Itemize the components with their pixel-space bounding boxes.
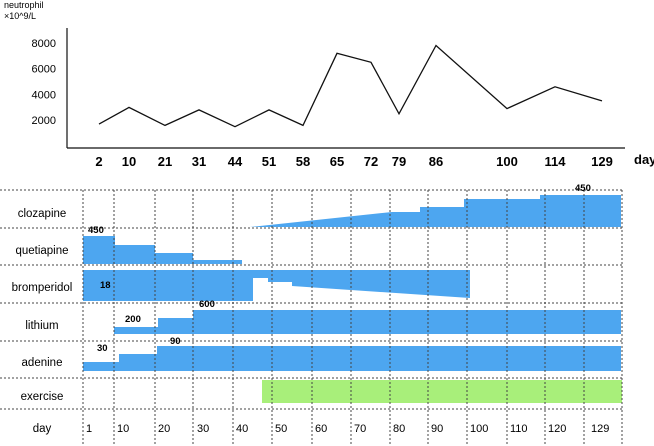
day-tick-label: 110 xyxy=(510,423,528,435)
clozapine-bar xyxy=(392,212,420,227)
day-tick-label: 1 xyxy=(86,423,92,435)
bromperidol-bar xyxy=(83,270,253,301)
exercise-bar xyxy=(262,380,622,403)
dose-label-lithium: 200 xyxy=(125,314,141,325)
lithium-bar xyxy=(158,318,193,334)
x-tick-label: 58 xyxy=(296,154,310,169)
series-line-neutrophil xyxy=(98,44,603,128)
x-tick-label: 129 xyxy=(591,154,613,169)
day-tick-label: 129 xyxy=(591,423,609,435)
bromperidol-bar xyxy=(253,270,268,278)
y-tick-label: 2000 xyxy=(32,115,56,127)
clozapine-bar xyxy=(464,199,540,227)
y-tick-label: 8000 xyxy=(32,38,56,50)
x-axis-label: day xyxy=(634,152,654,167)
day-row-label: day xyxy=(33,423,52,435)
x-tick-label: 79 xyxy=(392,154,406,169)
dose-label-adenine: 30 xyxy=(97,343,108,354)
row-label-quetiapine: quetiapine xyxy=(15,245,68,257)
day-tick-label: 20 xyxy=(158,423,170,435)
row-label-bromperidol: bromperidol xyxy=(12,282,73,294)
lithium-bar xyxy=(114,327,158,334)
x-tick-label: 31 xyxy=(192,154,206,169)
x-tick-label: 44 xyxy=(228,154,243,169)
neutrophil-chart: neutrophil ×10^9/L 2000 4000 6000 8000 2 10 2… xyxy=(4,0,654,169)
clozapine-bar xyxy=(420,207,464,227)
x-tick-label: 72 xyxy=(364,154,378,169)
day-tick-label: 90 xyxy=(431,423,443,435)
quetiapine-bar xyxy=(193,260,242,264)
row-label-exercise: exercise xyxy=(21,391,64,403)
x-tick-label: 2 xyxy=(95,154,102,169)
day-tick-label: 100 xyxy=(470,423,488,435)
bromperidol-bar xyxy=(268,270,292,282)
row-label-lithium: lithium xyxy=(25,320,58,332)
dose-label-lithium: 600 xyxy=(199,299,215,310)
x-tick-label: 86 xyxy=(429,154,443,169)
clozapine-ramp xyxy=(250,212,392,227)
x-tick-label: 10 xyxy=(122,154,136,169)
day-tick-label: 120 xyxy=(548,423,566,435)
clozapine-bar xyxy=(540,195,621,227)
day-tick-label: 60 xyxy=(315,423,327,435)
y-tick-label: 4000 xyxy=(32,89,56,101)
row-label-clozapine: clozapine xyxy=(18,208,67,220)
day-tick-label: 50 xyxy=(275,423,287,435)
dose-label-adenine: 90 xyxy=(170,336,181,347)
day-tick-label: 40 xyxy=(236,423,248,435)
row-label-adenine: adenine xyxy=(22,357,63,369)
adenine-bar xyxy=(83,362,119,371)
dose-label-bromperidol: 18 xyxy=(100,280,111,291)
x-tick-label: 100 xyxy=(496,154,518,169)
medication-timeline: clozapine quetiapine bromperidol lithium ade… xyxy=(0,183,624,446)
day-tick-label: 30 xyxy=(197,423,209,435)
x-tick-label: 21 xyxy=(158,154,172,169)
day-tick-label: 80 xyxy=(393,423,405,435)
lithium-bar xyxy=(193,310,621,334)
quetiapine-bar xyxy=(155,253,193,264)
day-tick-label: 10 xyxy=(117,423,129,435)
y-tick-label: 6000 xyxy=(32,64,56,76)
x-tick-label: 65 xyxy=(330,154,344,169)
y-axis-label-line2: ×10^9/L xyxy=(4,11,36,21)
adenine-bar xyxy=(119,354,157,371)
dose-label-clozapine: 450 xyxy=(575,183,591,194)
dose-label-quetiapine: 450 xyxy=(88,225,104,236)
day-tick-label: 70 xyxy=(354,423,366,435)
y-axis-label-line1: neutrophil xyxy=(4,0,44,10)
adenine-bar xyxy=(157,346,621,371)
quetiapine-bar xyxy=(83,236,115,264)
x-tick-label: 51 xyxy=(262,154,276,169)
bromperidol-taper xyxy=(292,270,470,298)
quetiapine-bar xyxy=(115,245,155,264)
x-tick-label: 114 xyxy=(545,154,567,169)
